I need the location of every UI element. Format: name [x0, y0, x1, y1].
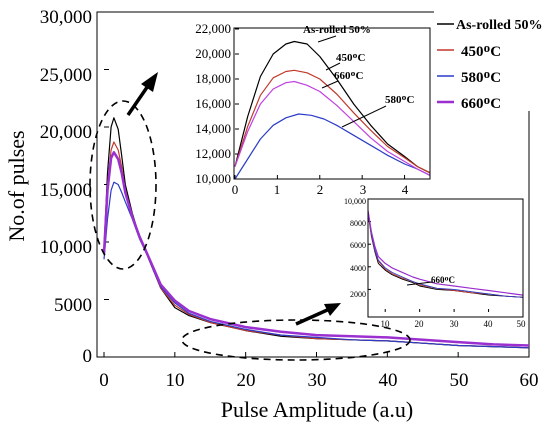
main-x-tick-label: 20 [237, 370, 256, 391]
inset-peak-y-tick-label: 22,000 [195, 21, 231, 36]
main-y-tick-label: 5000 [54, 295, 92, 316]
inset-peak-x-tick-label: 3 [360, 182, 367, 197]
inset-tail-frame [367, 198, 524, 318]
main-x-tick-label: 60 [520, 370, 539, 391]
tail-callout-ellipse [181, 319, 411, 361]
inset-peak-leader-450 [325, 62, 341, 71]
inset-tail-x-tick-label: 30 [450, 319, 460, 329]
inset-peak-leader-660 [321, 80, 339, 89]
inset-tail-y-tick-label: 6000 [350, 241, 366, 250]
main-x-tick-label: 40 [379, 370, 398, 391]
inset-peak-bg [234, 28, 430, 179]
main-y-axis-title: No.of pulses [4, 130, 29, 241]
tail-callout-arrowhead [324, 303, 341, 316]
inset-tail-series-line-as-rolled-50 [367, 212, 524, 298]
main-y-tick-label: 10,000 [40, 237, 92, 258]
inset-tail-x-tick-label: 50 [517, 319, 527, 329]
inset-peak-label-660: 660ᴼC [334, 70, 363, 82]
inset-peak-chart: 22,000 20,000 18,000 16,000 14,000 12,00… [195, 21, 431, 197]
inset-peak-series-line-as-rolled-50 [234, 40, 431, 174]
main-y-tick-label: 15,000 [40, 180, 92, 201]
inset-peak-y-tick-label: 12,000 [195, 146, 231, 161]
main-x-tick-label: 10 [166, 370, 185, 391]
inset-peak-y-tick-label: 14,000 [195, 121, 231, 136]
inset-peak-leader-as-rolled [317, 35, 337, 43]
inset-peak-x-tick-label: 1 [274, 182, 281, 197]
legend-label-580: 580ᴼC [461, 70, 501, 86]
legend: As-rolled 50% 450ᴼC 580ᴼC 660ᴼC [434, 8, 546, 112]
inset-tail-series-line-660-c [367, 210, 524, 296]
inset-peak-y-tick-label: 16,000 [195, 96, 231, 111]
main-x-axis-title: Pulse Amplitude (a.u) [221, 397, 413, 422]
inset-peak-frame [233, 27, 431, 180]
inset-peak-leader-580 [341, 105, 387, 128]
main-series-group [102, 117, 530, 349]
inset-peak-y-tick-label: 18,000 [195, 71, 231, 86]
legend-label-as-rolled: As-rolled 50% [456, 18, 542, 33]
inset-peak-label-450: 450ᴼC [336, 52, 365, 64]
inset-peak-label-580: 580ᴼC [385, 94, 414, 106]
inset-tail-y-tick-label: 4000 [350, 264, 366, 273]
callouts [89, 72, 411, 361]
inset-tail-series-line-580-c [367, 211, 524, 298]
main-series-line-580-c [103, 181, 530, 349]
inset-peak-series-group [234, 40, 431, 180]
peak-callout-arrowhead [141, 72, 158, 92]
inset-peak-x-tick-label: 2 [317, 182, 324, 197]
main-chart: 30,000 25,000 20,000 15,000 10,000 5000 … [4, 7, 539, 422]
main-y-tick-label: 20,000 [40, 122, 92, 143]
inset-peak-series-line-660-c [234, 80, 431, 176]
inset-tail-leader-660 [406, 281, 433, 286]
main-x-tick-label: 0 [99, 370, 109, 391]
inset-peak-y-tick-label: 10,000 [195, 171, 231, 186]
main-y-tick-label: 25,000 [40, 65, 92, 86]
peak-callout-ellipse [89, 100, 157, 270]
main-y-tick-label: 30,000 [40, 7, 92, 28]
main-x-tick-label: 30 [308, 370, 327, 391]
main-ticks [103, 11, 530, 358]
inset-tail-bg [368, 199, 523, 317]
main-x-tick-label: 50 [450, 370, 469, 391]
main-series-line-660-c [102, 151, 530, 347]
inset-peak-series-line-580-c [234, 113, 431, 180]
inset-peak-x-tick-label: 4 [402, 182, 409, 197]
inset-peak-series-line-450-c [234, 69, 431, 174]
inset-tail-y-tick-label: 2000 [350, 290, 366, 299]
inset-tail-label-660: 660ᴼC [431, 275, 455, 285]
inset-tail-x-tick-label: 20 [415, 319, 425, 329]
legend-bg [434, 8, 546, 111]
inset-tail-y-tick-label: 8000 [350, 219, 366, 228]
inset-peak-y-tick-label: 20,000 [195, 46, 231, 61]
inset-peak-x-tick-label: 0 [232, 182, 239, 197]
legend-label-450: 450ᴼC [461, 44, 501, 60]
inset-tail-x-tick-label: 10 [381, 319, 391, 329]
inset-peak-label-as-rolled: As-rolled 50% [303, 24, 371, 36]
inset-tail-series-group [367, 210, 524, 298]
inset-tail-x-tick-label: 40 [484, 319, 494, 329]
inset-tail-chart: 10,000 8000 6000 4000 2000 10 20 30 40 5… [344, 197, 526, 329]
main-plot-frame [96, 11, 530, 358]
legend-label-660: 660ᴼC [461, 96, 501, 112]
inset-tail-y-tick-label: 10,000 [344, 197, 366, 206]
main-y-tick-label: 0 [83, 346, 93, 367]
